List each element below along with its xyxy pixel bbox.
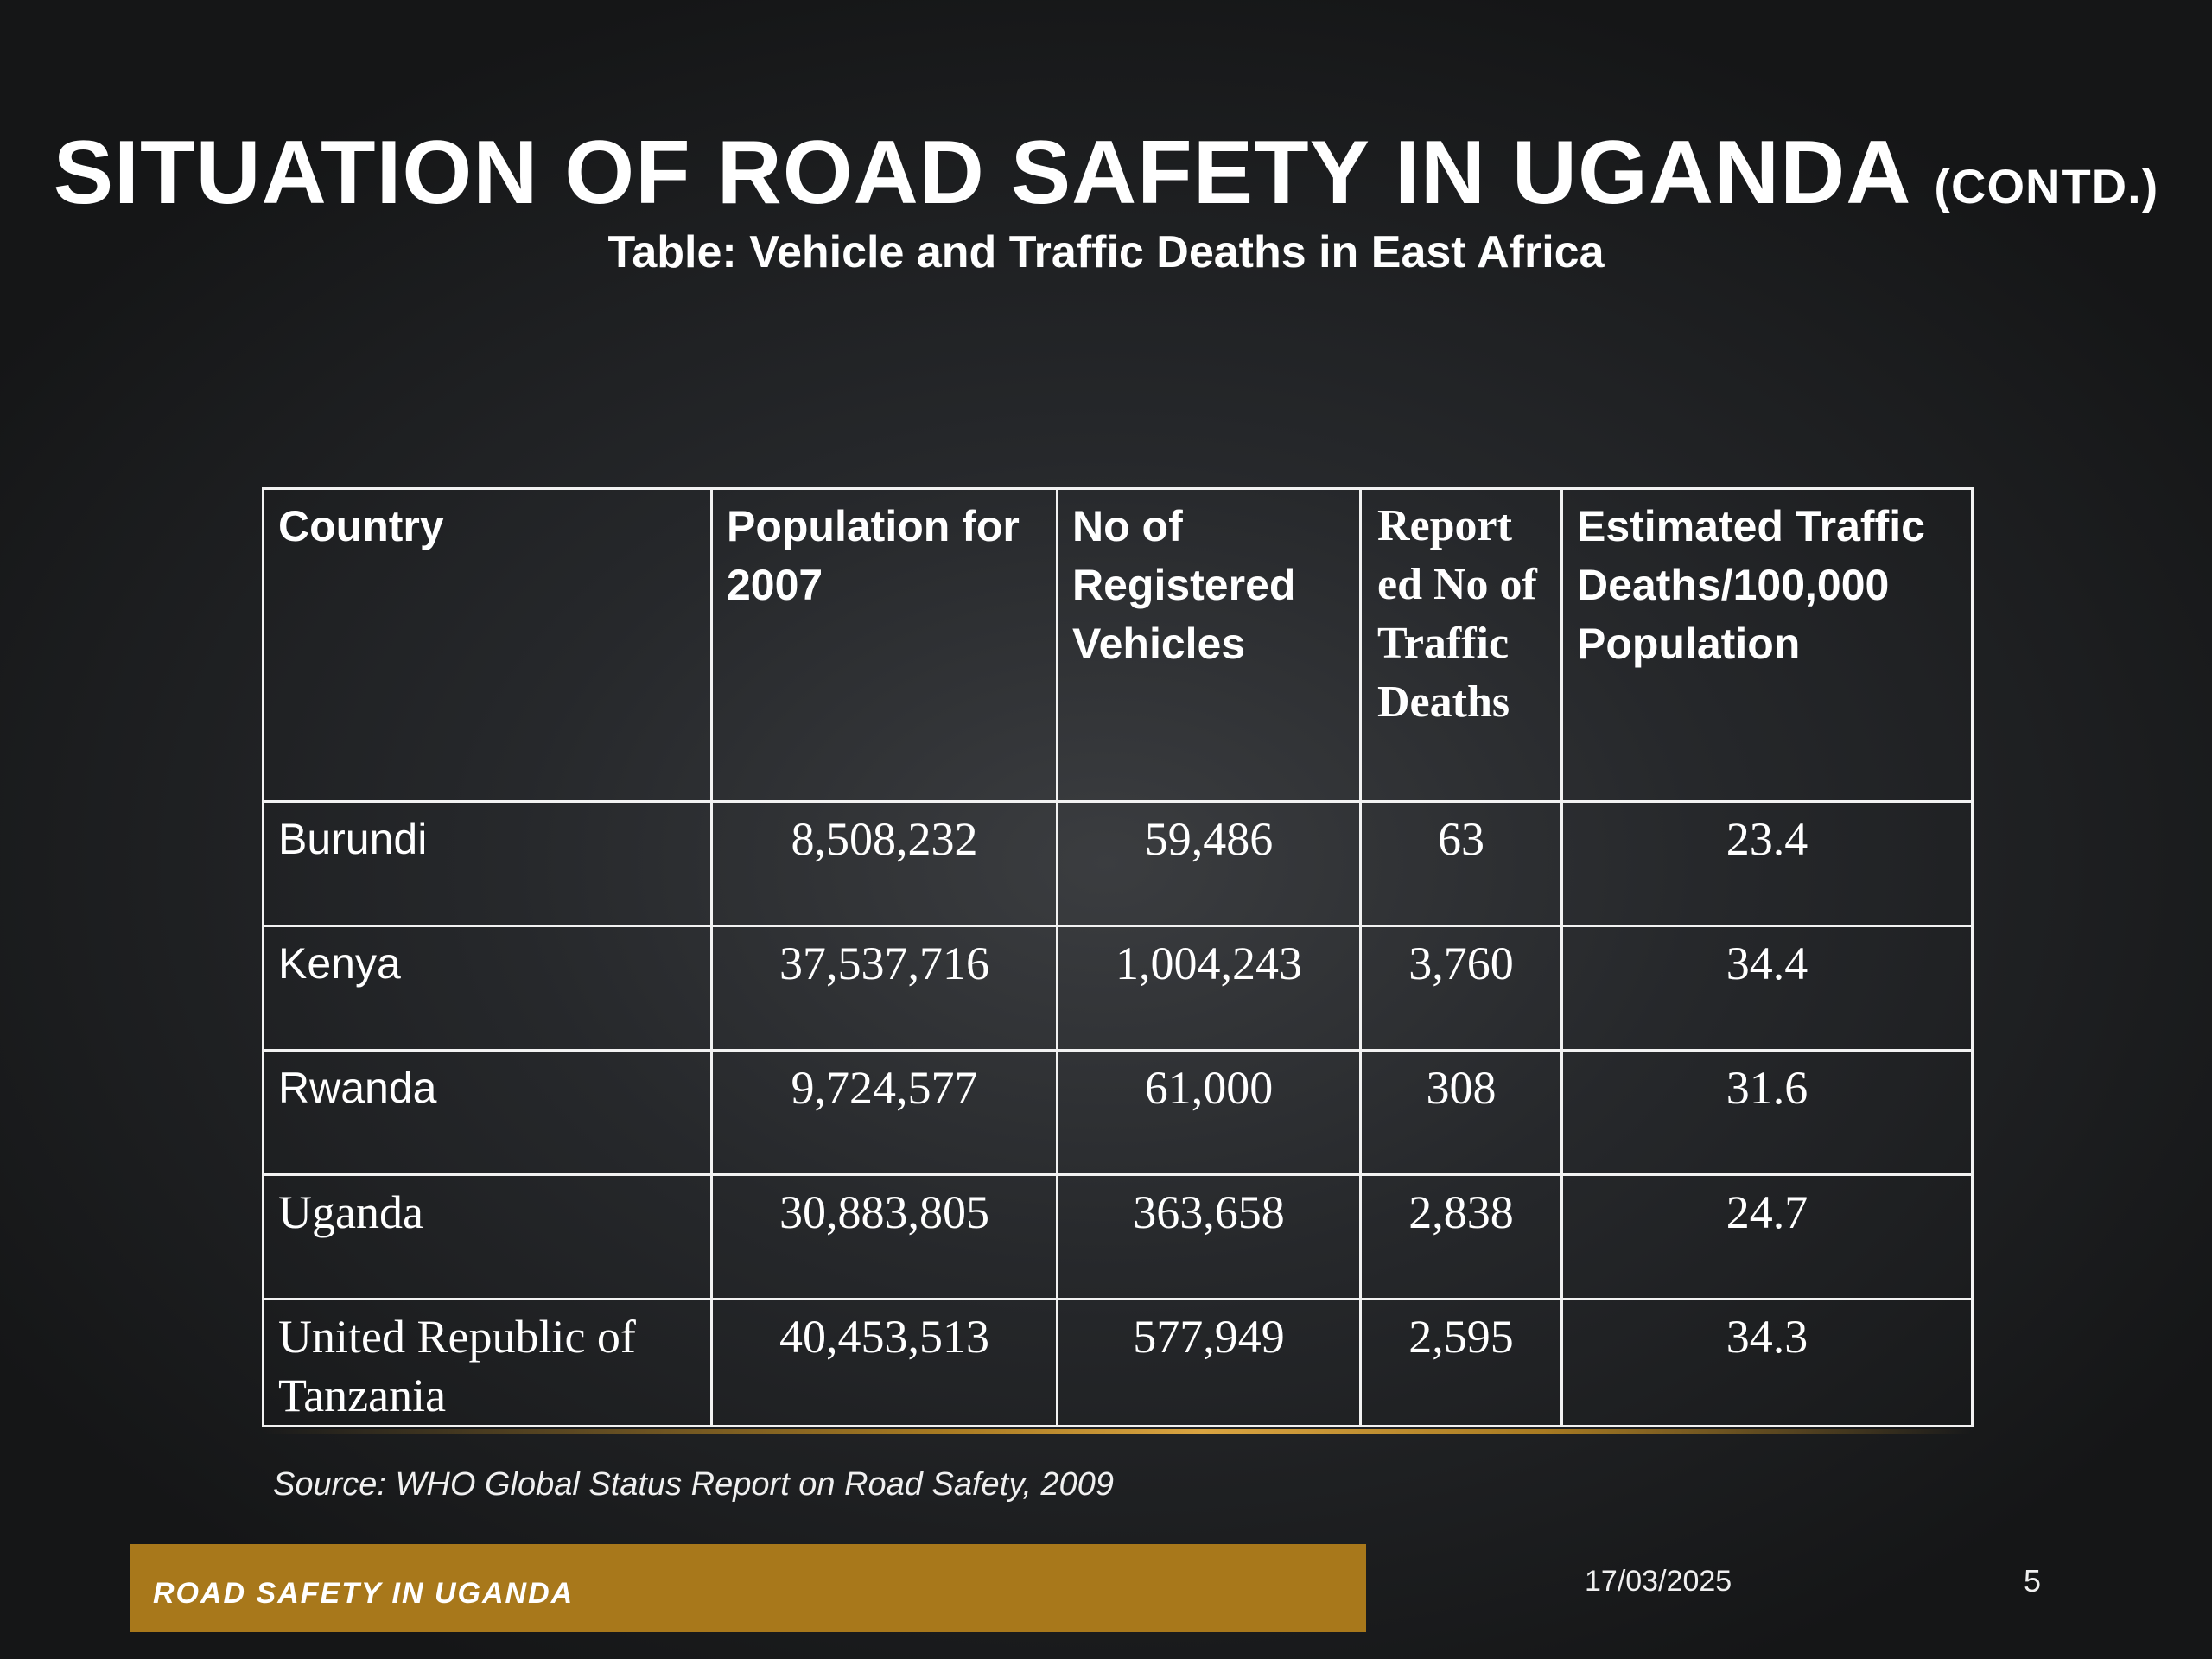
cell-rate: 23.4 [1560,800,1974,927]
table-row: United Republic of Tanzania 40,453,513 5… [262,1298,1974,1427]
footer-bar: ROAD SAFETY IN UGANDA [130,1544,1366,1632]
cell-country: United Republic of Tanzania [262,1298,713,1427]
cell-population: 30,883,805 [710,1173,1058,1300]
header-death-rate: Estimated Traffic Deaths/100,000 Populat… [1560,487,1974,803]
table-row: Burundi 8,508,232 59,486 63 23.4 [262,800,1974,927]
header-reported-deaths: Report ed No of Traffic Deaths [1359,487,1563,803]
source-note: Source: WHO Global Status Report on Road… [273,1466,1115,1503]
cell-population: 9,724,577 [710,1049,1058,1176]
cell-country: Uganda [262,1173,713,1300]
slide-title-main: SITUATION OF ROAD SAFETY IN UGANDA [53,123,1909,223]
page-number: 5 [2024,1563,2042,1599]
cell-population: 40,453,513 [710,1298,1058,1427]
table-row: Uganda 30,883,805 363,658 2,838 24.7 [262,1173,1974,1300]
table-row: Rwanda 9,724,577 61,000 308 31.6 [262,1049,1974,1176]
table-row: Kenya 37,537,716 1,004,243 3,760 34.4 [262,925,1974,1052]
cell-country: Burundi [262,800,713,927]
slide-subtitle: Table: Vehicle and Traffic Deaths in Eas… [607,227,1605,277]
cell-country: Rwanda [262,1049,713,1176]
cell-rate: 34.4 [1560,925,1974,1052]
header-country: Country [262,487,713,803]
table-header-row: Country Population for 2007 No of Regist… [262,487,1974,803]
gold-divider [262,1429,1971,1434]
slide-title-suffix: (CONTD.) [1934,159,2159,213]
cell-population: 8,508,232 [710,800,1058,927]
header-vehicles: No of Registered Vehicles [1056,487,1362,803]
cell-population: 37,537,716 [710,925,1058,1052]
traffic-deaths-table: Country Population for 2007 No of Regist… [262,487,1974,1427]
cell-vehicles: 59,486 [1056,800,1362,927]
cell-deaths: 2,838 [1359,1173,1563,1300]
cell-vehicles: 1,004,243 [1056,925,1362,1052]
cell-deaths: 3,760 [1359,925,1563,1052]
cell-vehicles: 61,000 [1056,1049,1362,1176]
cell-vehicles: 577,949 [1056,1298,1362,1427]
cell-deaths: 308 [1359,1049,1563,1176]
cell-vehicles: 363,658 [1056,1173,1362,1300]
slide-title: SITUATION OF ROAD SAFETY IN UGANDA (CONT… [0,121,2212,238]
cell-country: Kenya [262,925,713,1052]
cell-rate: 31.6 [1560,1049,1974,1176]
cell-rate: 34.3 [1560,1298,1974,1427]
footer-label: ROAD SAFETY IN UGANDA [153,1576,575,1610]
cell-rate: 24.7 [1560,1173,1974,1300]
header-population: Population for 2007 [710,487,1058,803]
footer-date: 17/03/2025 [1585,1565,1732,1598]
cell-deaths: 63 [1359,800,1563,927]
cell-deaths: 2,595 [1359,1298,1563,1427]
